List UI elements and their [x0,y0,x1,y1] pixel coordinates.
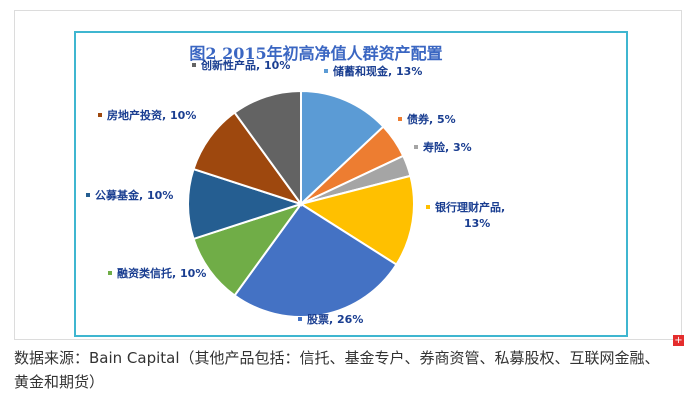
pie-slice-0 [300,89,385,207]
source-caption: 数据来源：Bain Capital（其他产品包括：信托、基金专户、券商资管、私募… [14,349,660,391]
slice-label-8: 创新性产品, 10% [192,58,290,72]
slice-label-name: 银行理财产品, [435,200,505,214]
slice-label-marker [426,205,430,209]
pie-slice-5 [192,202,304,297]
slice-label-text: 公募基金, 10% [95,188,173,202]
slice-label-text: 融资类信托, 10% [117,266,206,280]
pie-slice-6 [187,167,305,241]
slice-label-6: 公募基金, 10% [86,188,173,202]
slice-label-text: 债券, 5% [407,112,456,126]
slice-label-1: 债券, 5% [398,112,456,126]
slice-label-text: 创新性产品, 10% [200,58,290,72]
slice-label-marker [86,193,90,197]
pie-slice-4 [233,202,398,318]
slice-label-0: 储蓄和现金, 13% [324,64,422,78]
slice-label-marker [298,317,302,321]
pie-chart: 图2 2015年初高净值人群资产配置 储蓄和现金, 13% 债券, 5% 寿险, 3… [86,44,505,326]
slice-label-marker [108,271,112,275]
chart-title: 图2 2015年初高净值人群资产配置 [189,44,442,63]
slice-label-marker [98,113,102,117]
slice-label-text: 寿险, 3% [423,140,472,154]
slice-label-2: 寿险, 3% [414,140,472,154]
expand-plus-button[interactable]: + [673,335,684,346]
slice-label-3: 银行理财产品, 13% [426,200,505,230]
slice-label-marker [398,117,402,121]
pie-slice-7 [192,111,304,206]
pie-slice-3 [298,174,415,266]
chart-container: 图2 2015年初高净值人群资产配置 储蓄和现金, 13% 债券, 5% 寿险, 3… [74,31,628,337]
slice-label-text: 房地产投资, 10% [107,108,196,122]
slice-label-4: 股票, 26% [298,313,363,326]
slice-label-marker [324,69,328,73]
slice-label-marker [192,63,196,67]
slice-label-value: 13% [464,217,490,230]
pie-slice-8 [233,89,302,208]
slice-label-7: 房地产投资, 10% [98,108,196,122]
slice-label-text: 储蓄和现金, 13% [333,64,422,78]
slice-label-text: 股票, 26% [307,313,363,326]
pie-slices [187,89,415,318]
pie-labels: 储蓄和现金, 13% 债券, 5% 寿险, 3% 银行理财产品, 13% 股票, 26% 融… [86,58,505,326]
slice-label-5: 融资类信托, 10% [108,266,206,280]
slice-label-marker [414,145,418,149]
